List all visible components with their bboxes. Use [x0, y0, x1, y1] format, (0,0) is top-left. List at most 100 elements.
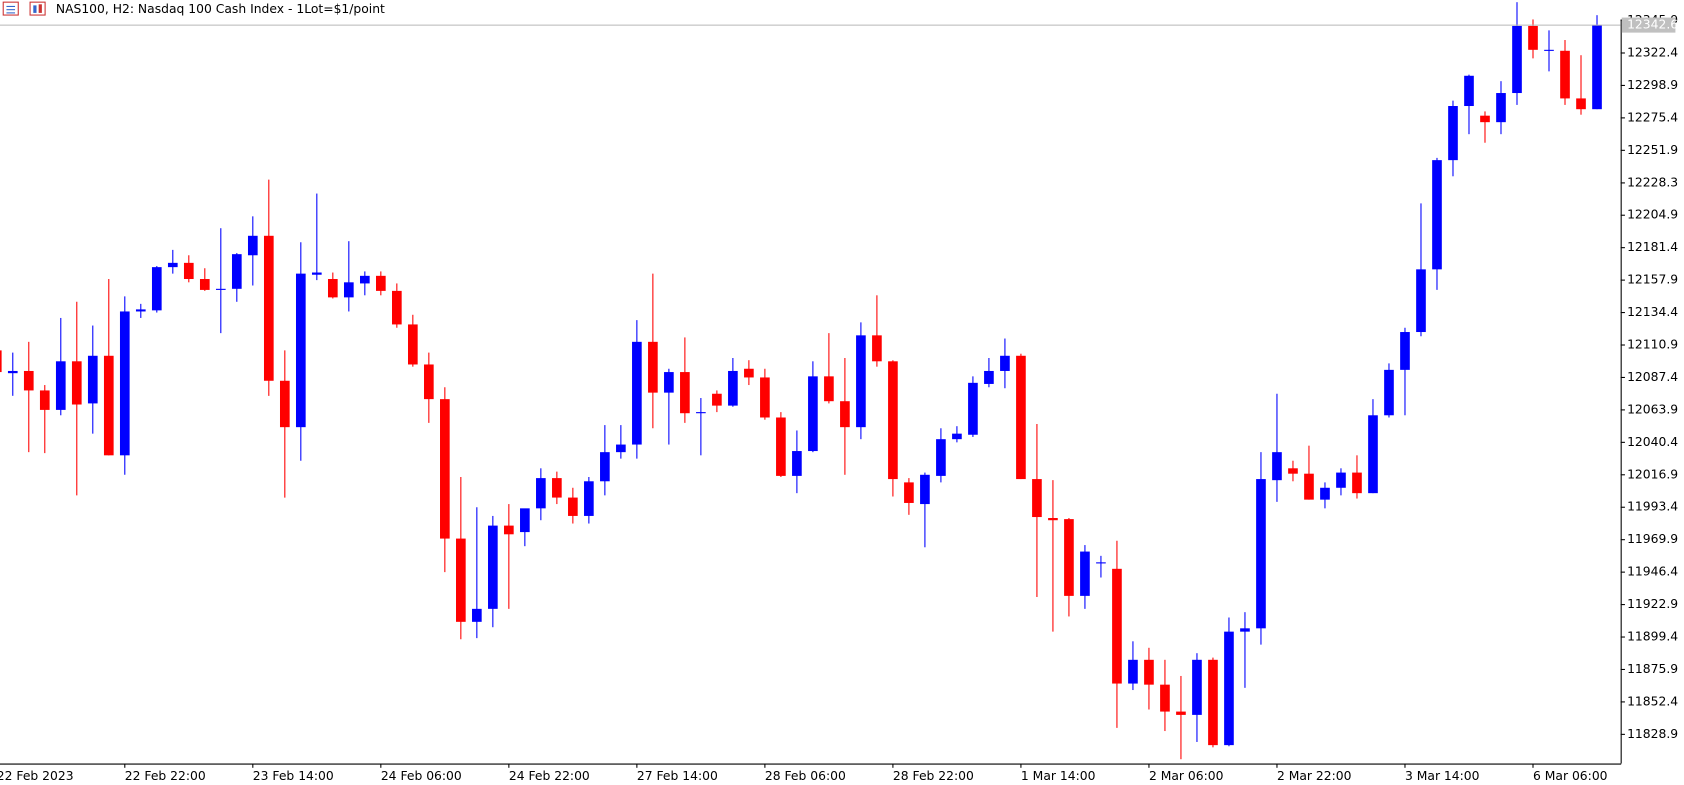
x-tick-label: 28 Feb 06:00 [765, 769, 846, 783]
y-tick-label: 11899.4 [1627, 630, 1678, 644]
y-tick-label: 12275.4 [1627, 110, 1678, 124]
candle-body [1432, 160, 1442, 270]
candle-body [295, 273, 306, 428]
candle-body [600, 452, 610, 482]
y-tick-label: 12063.9 [1627, 402, 1678, 416]
candle-body [696, 412, 706, 414]
candle-body [904, 482, 914, 503]
candle-body [1064, 519, 1074, 596]
candle-body [760, 377, 770, 418]
candle-body [520, 508, 530, 533]
candle-body [456, 538, 466, 622]
y-tick-label: 12157.9 [1627, 273, 1678, 287]
y-tick-label: 12322.4 [1627, 45, 1678, 59]
x-tick-label: 2 Mar 22:00 [1277, 769, 1352, 783]
candle-body [632, 341, 642, 445]
candle-body [664, 372, 674, 393]
candle-body [215, 288, 226, 290]
candle-body [151, 267, 162, 311]
candle-body [263, 235, 274, 381]
y-tick-label: 12134.4 [1627, 305, 1678, 319]
candle-body [1304, 473, 1314, 500]
candle-body [1240, 628, 1250, 632]
candle-body [1224, 631, 1234, 746]
x-tick-label: 24 Feb 22:00 [509, 769, 590, 783]
candle-body [1000, 355, 1010, 371]
y-tick-label: 12204.9 [1627, 208, 1678, 222]
candle-body [712, 393, 722, 406]
candle-body [792, 451, 802, 476]
candle-body [936, 439, 946, 476]
candle-body [648, 341, 658, 393]
candle-body [1128, 659, 1138, 684]
candle-body [343, 282, 354, 298]
candle-body [1144, 659, 1154, 685]
candle-body [920, 474, 930, 505]
candle-body [39, 390, 50, 410]
candle-body [1592, 25, 1602, 110]
y-tick-label: 11946.4 [1627, 565, 1678, 579]
candle-body [183, 262, 194, 280]
candle-body [1256, 479, 1266, 629]
candle-body [327, 279, 338, 298]
candle-body [584, 481, 594, 516]
candle-body [824, 376, 834, 402]
candle-body [1080, 551, 1090, 596]
candle-body [552, 478, 562, 498]
candle-body [1384, 369, 1394, 416]
candle-body [1544, 49, 1554, 51]
y-tick-label: 11852.4 [1627, 694, 1678, 708]
x-tick-label: 24 Feb 06:00 [381, 769, 462, 783]
y-tick-label: 12251.9 [1627, 143, 1678, 157]
candle-body [1112, 568, 1122, 684]
candle-body [1016, 355, 1026, 480]
candle-body [1176, 711, 1186, 715]
candle-body [1048, 518, 1058, 521]
candle-body [856, 335, 866, 428]
candle-body [103, 355, 114, 456]
x-tick-label: 2 Mar 06:00 [1149, 769, 1224, 783]
candle-body [135, 309, 146, 312]
candle-body [1496, 93, 1506, 123]
candle-body [840, 401, 850, 428]
candle-body [888, 361, 898, 480]
candle-body [1096, 562, 1106, 564]
x-tick-label: 1 Mar 14:00 [1021, 769, 1096, 783]
y-tick-label: 12040.4 [1627, 435, 1678, 449]
candle-body [1560, 50, 1570, 99]
y-tick-label: 12228.3 [1627, 175, 1678, 189]
candle-body [968, 382, 978, 435]
candle-body [808, 376, 818, 452]
y-tick-label: 11875.9 [1627, 662, 1678, 676]
candle-body [440, 399, 450, 539]
candle-body [488, 525, 498, 609]
candle-body [616, 444, 626, 453]
candle-body [71, 361, 82, 405]
candle-body [231, 254, 242, 289]
last-price-box [1621, 17, 1676, 33]
candle-body [23, 370, 34, 391]
y-tick-label: 11828.9 [1627, 727, 1678, 741]
last-price-label: 12342.6 [1627, 18, 1678, 32]
candle-body [392, 290, 402, 325]
candle-body [87, 355, 98, 404]
candle-body [1320, 487, 1330, 500]
candle-body [1368, 415, 1378, 494]
candle-body [167, 262, 178, 268]
candle-body [1160, 684, 1170, 712]
candle-body [744, 368, 754, 378]
candle-body [359, 275, 370, 284]
candle-body [424, 364, 434, 400]
candle-body [247, 235, 258, 256]
x-tick-label: 6 Mar 06:00 [1533, 769, 1608, 783]
candle-body [1208, 659, 1218, 746]
candle-body [0, 350, 2, 373]
x-tick-label: 3 Mar 14:00 [1405, 769, 1480, 783]
y-tick-label: 11969.9 [1627, 532, 1678, 546]
candle-body [199, 279, 210, 290]
candle-body [984, 370, 994, 384]
candle-body [7, 370, 18, 374]
candle-body [952, 433, 962, 440]
candle-body [1512, 25, 1522, 94]
